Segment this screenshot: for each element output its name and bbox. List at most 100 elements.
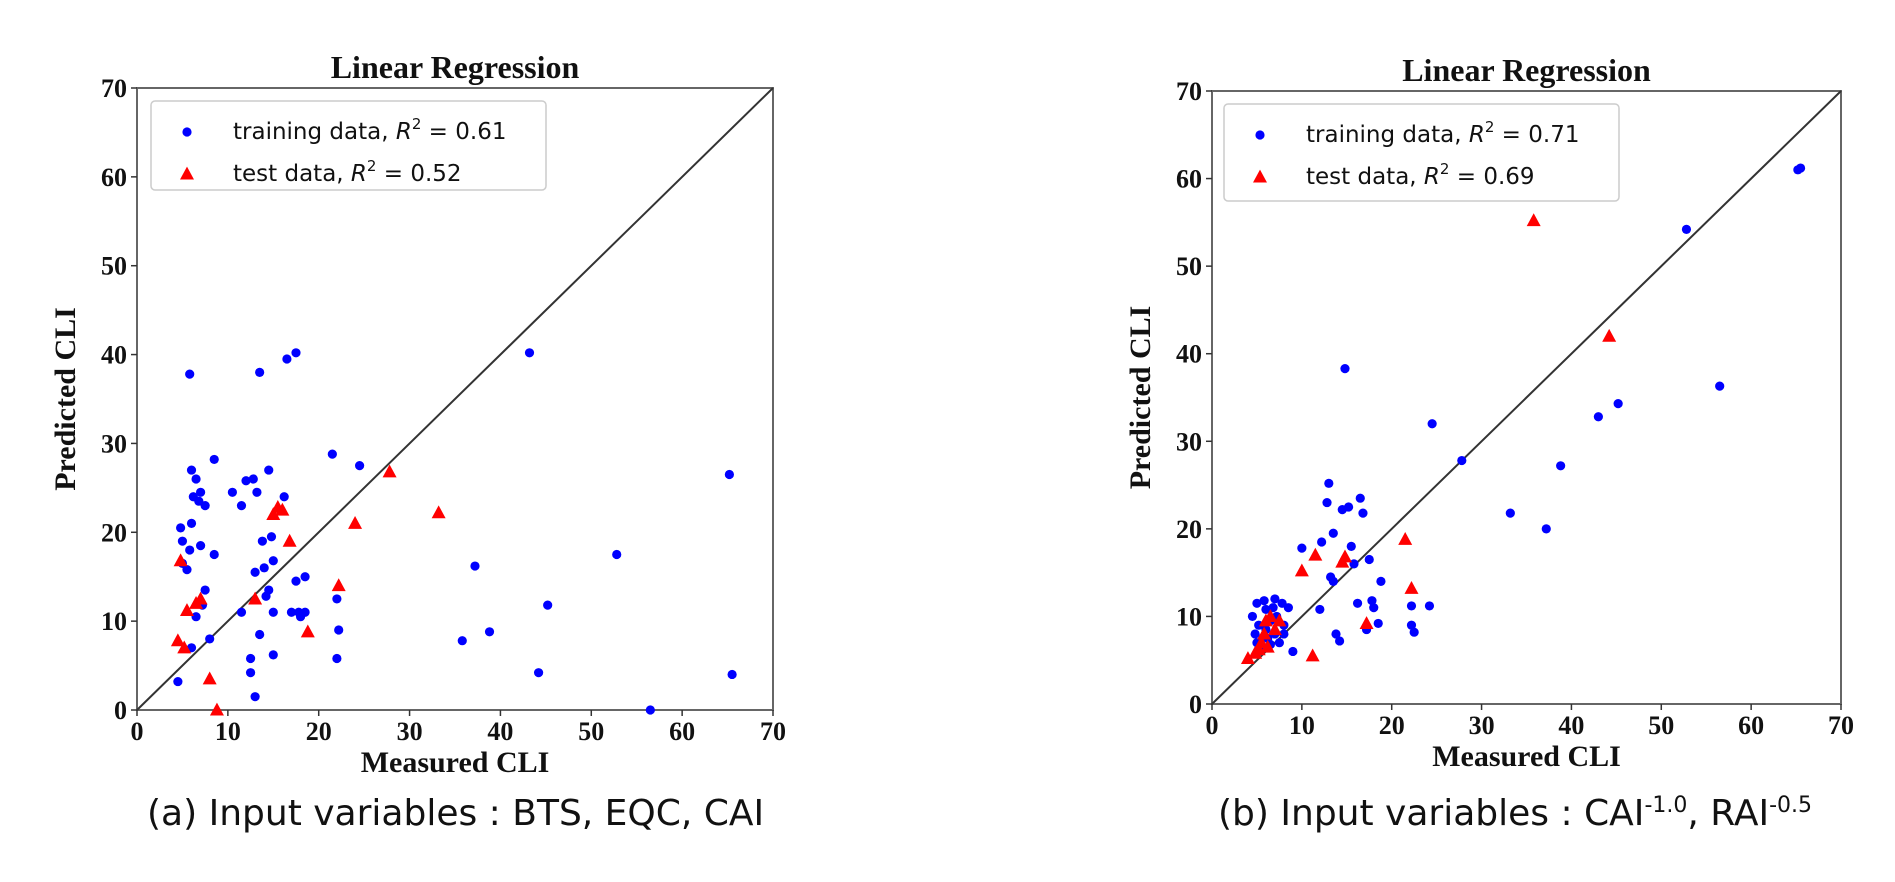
- chart-a-test-point: [282, 533, 297, 547]
- chart-a-test-point: [275, 502, 290, 516]
- chart-b-test-point: [1526, 213, 1541, 227]
- chart-b-y-tick-label: 0: [1189, 690, 1202, 719]
- caption-b-exponent-2: -0.5: [1769, 793, 1812, 818]
- chart-a-x-tick-label: 50: [578, 717, 604, 746]
- chart-b-training-point: [1315, 604, 1325, 615]
- chart-a-training-point: [191, 474, 201, 484]
- chart-b-training-point: [1274, 638, 1284, 648]
- chart-b-training-point: [1252, 598, 1262, 608]
- chart-b-training-point: [1613, 399, 1623, 409]
- chart-a-training-point: [259, 563, 269, 573]
- chart-panel-a: Linear Regression 0 0 10 10 20 20 30 30 40 40 50 50 6…: [49, 49, 786, 834]
- chart-a-y-axis-label: Predicted CLI: [49, 307, 82, 491]
- scatter-plot-a: Linear Regression 00 10 10 20 20 30 30 40 40 50 50 6…: [49, 49, 786, 779]
- chart-a-y-tick-label: 30: [101, 429, 127, 458]
- chart-a-training-point: [457, 636, 467, 646]
- chart-b-training-point: [1259, 596, 1269, 606]
- chart-a-training-point: [327, 449, 337, 459]
- chart-a-test-point: [177, 640, 192, 654]
- chart-a-y-tick-label: 10: [101, 607, 127, 636]
- chart-a-test-point: [173, 553, 188, 567]
- chart-a-training-point: [250, 567, 260, 577]
- chart-b-training-point: [1427, 419, 1437, 429]
- chart-b-training-point: [1376, 576, 1386, 587]
- chart-a-training-point: [176, 523, 186, 533]
- chart-b-plot-frame: [1211, 90, 1842, 705]
- chart-b-x-axis-label: Measured CLI: [1432, 740, 1621, 773]
- chart-b-y-axis-label: Predicted CLI: [1124, 306, 1157, 490]
- chart-a-training-point: [533, 668, 544, 678]
- chart-a-training-point: [524, 348, 535, 358]
- chart-a-training-point: [252, 487, 262, 497]
- chart-a-training-point: [286, 607, 297, 617]
- chart-b-training-point: [1261, 604, 1271, 615]
- chart-a-training-point: [255, 367, 265, 377]
- chart-a-x-tick-label: 30: [397, 717, 423, 746]
- chart-b-training-point: [1349, 559, 1359, 569]
- chart-b-training-point: [1424, 601, 1435, 611]
- chart-a-training-point: [264, 585, 274, 595]
- chart-b-x-tick-label: 60: [1738, 711, 1764, 740]
- chart-a-training-point: [209, 454, 219, 465]
- chart-b-legend-test-label: test data, R2 = 0.69: [1306, 160, 1535, 190]
- chart-b-training-point: [1593, 412, 1603, 422]
- chart-a-training-point: [268, 556, 278, 566]
- chart-a-x-tick-label: 10: [215, 717, 241, 746]
- chart-a-training-point: [185, 369, 195, 379]
- chart-b-training-point: [1328, 528, 1338, 538]
- chart-a-x-tick-label: 70: [760, 717, 786, 746]
- chart-a-training-point: [612, 549, 622, 560]
- chart-b-training-point: [1328, 576, 1338, 587]
- caption-b-text-mid: , RAI: [1687, 793, 1770, 834]
- chart-a-training-point: [334, 625, 344, 635]
- chart-b-y-tick-label: 40: [1176, 340, 1202, 369]
- chart-b-test-point: [1272, 613, 1287, 627]
- chart-b-test-point: [1305, 648, 1320, 662]
- chart-a-training-point: [300, 607, 310, 617]
- chart-a-training-point: [196, 487, 206, 497]
- chart-a-training-point: [257, 536, 267, 546]
- chart-b-test-point: [1404, 581, 1419, 594]
- chart-b-training-point: [1334, 636, 1345, 646]
- chart-a-y-tick-label: 70: [101, 74, 127, 103]
- chart-a-test-point: [170, 633, 185, 647]
- chart-a-training-point: [291, 576, 301, 586]
- chart-b-training-point: [1355, 493, 1365, 503]
- chart-a-y-tick-label: 60: [101, 163, 127, 192]
- chart-b-training-point: [1346, 541, 1356, 551]
- chart-b-training-point: [1367, 596, 1377, 606]
- chart-b-training-point: [1406, 601, 1417, 611]
- chart-a-training-point: [332, 594, 342, 604]
- chart-a-test-point: [248, 591, 263, 605]
- chart-panel-b: Linear Regression 0 0 10 10 20 20 30 30 40 40 50 50 6…: [948, 0, 1895, 882]
- chart-b-training-point: [1279, 629, 1289, 639]
- chart-a-training-point: [470, 561, 480, 571]
- chart-b-training-point: [1715, 381, 1725, 391]
- chart-a-legend-training-label: training data, R2 = 0.61: [233, 115, 506, 145]
- chart-a-training-point: [236, 607, 247, 617]
- chart-b-x-tick-label: 40: [1558, 711, 1584, 740]
- chart-a-training-point: [209, 549, 219, 560]
- chart-a-y-tick-label: 50: [101, 252, 127, 281]
- chart-a-training-point: [205, 634, 215, 644]
- chart-a-training-point: [245, 653, 256, 664]
- chart-a-test-point: [331, 578, 346, 592]
- chart-a-plot-frame: [136, 87, 774, 711]
- chart-a-legend-training-marker: [182, 127, 192, 137]
- chart-a-training-point: [236, 501, 247, 511]
- chart-a-x-tick-label: 60: [669, 717, 695, 746]
- chart-a-training-point: [355, 461, 365, 471]
- chart-a-training-point: [227, 487, 237, 497]
- chart-b-training-point: [1406, 620, 1417, 630]
- caption-b: (b) Input variables : CAI-1.0, RAI-0.5: [1218, 793, 1812, 834]
- chart-a-test-point: [300, 624, 315, 638]
- chart-b-test-point: [1294, 563, 1309, 577]
- chart-a-x-axis-label: Measured CLI: [361, 746, 550, 779]
- chart-a-training-point: [279, 492, 289, 502]
- chart-b-test-point: [1240, 651, 1255, 664]
- chart-b-y-tick-label: 20: [1176, 515, 1202, 544]
- caption-b-exponent-1: -1.0: [1644, 793, 1688, 818]
- chart-b-training-point: [1331, 629, 1341, 639]
- chart-b-training-point: [1364, 554, 1374, 565]
- scatter-plot-b: Linear Regression 00 10 10 20 20 30 30 40 40 50 50 6…: [1124, 52, 1854, 773]
